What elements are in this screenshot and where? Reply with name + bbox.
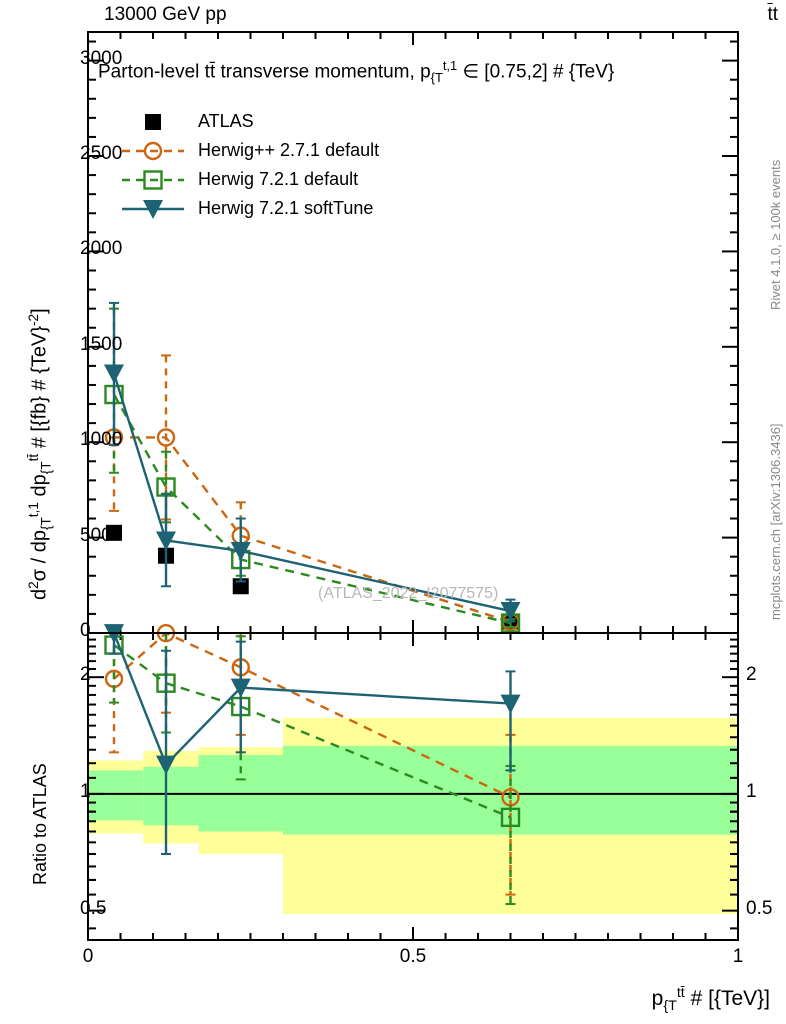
band-inner-0 [88,770,144,821]
xtick-label-2: 1 [732,946,744,967]
ratio-marker-1-3 [500,807,521,828]
axis-ticks [87,32,739,940]
ratio-line-1 [113,644,511,819]
main-marker-3-2 [230,541,251,561]
main-marker-0-0 [106,524,122,541]
y-axis-label-main: d2σ / dp{Tt,1 dp{Ttt̄ # [{fb} # {TeV}-2] [26,308,54,600]
legend-glyph-1 [143,141,163,161]
legend-glyph-2 [143,170,163,190]
side-label-mcplots: mcplots.cern.ch [arXiv:1306.3436] [768,423,783,620]
legend-marker-3 [122,200,184,219]
ratio-marker-2-3 [500,694,521,714]
legend-label-3: Herwig 7.2.1 softTune [198,198,374,218]
legend-label-1: Herwig++ 2.7.1 default [198,140,380,160]
main-line-1 [114,436,511,624]
x-axis-label: p{Ttt̄ # [{TeV}] [651,985,770,1015]
main-marker-3-0 [104,364,124,384]
xtick-label-0: 0 [82,946,94,967]
ratio-uncertainty-bands [88,717,738,915]
legend-label-0: ATLAS [198,111,254,131]
band-inner-1 [143,766,199,826]
ratio-marker-2-1 [156,755,176,775]
side-label-rivet: Rivet 4.1.0, ≥ 100k events [768,159,783,310]
main-line-2 [112,393,511,625]
ratio-marker-2-2 [230,678,251,698]
ytick-label-ratio-right-0: 0.5 [746,897,773,919]
main-panel-series [104,301,521,633]
main-line-3 [112,373,511,613]
header-beam-label: 13000 GeV pp [104,4,227,25]
legend-marker-0 [145,114,161,130]
main-marker-1-1 [156,428,176,447]
main-marker-3-3 [500,602,521,622]
panel-frames [87,31,739,941]
ratio-line-0 [113,631,512,799]
legend-marker-1 [122,141,184,161]
header-process-label: tt [767,4,778,25]
legend-glyph-0 [145,114,161,130]
ytick-label-ratio-right-1: 1 [746,780,757,802]
plot-title: Parton-level tt̄ transverse momentum, p{… [98,58,615,86]
legend-glyph-3 [143,200,163,219]
watermark-label: (ATLAS_2022_I2077575) [318,585,499,602]
legend-label-2: Herwig 7.2.1 default [198,169,359,189]
ratio-line-2 [112,632,511,767]
xtick-label-1: 0.5 [399,946,427,967]
ratio-panel-series [88,623,738,906]
ytick-label-ratio-right-2: 2 [746,664,757,686]
y-axis-label-ratio: Ratio to ATLAS [30,763,50,885]
main-marker-3-1 [156,531,176,551]
legend-marker-2 [122,170,184,190]
ratio-panel-frame [87,632,739,941]
